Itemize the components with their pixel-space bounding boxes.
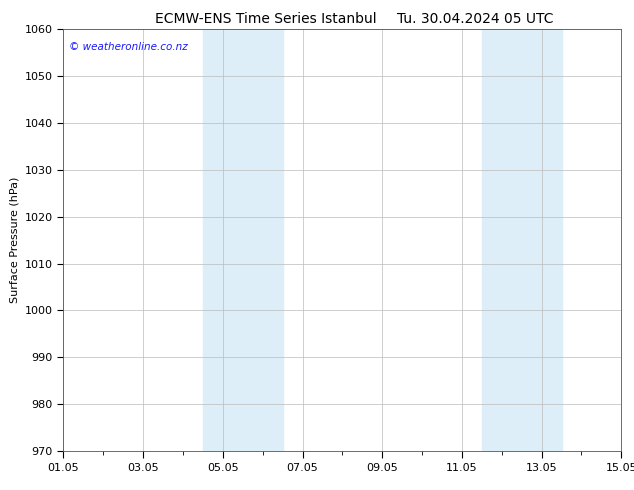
Y-axis label: Surface Pressure (hPa): Surface Pressure (hPa) <box>10 177 19 303</box>
Text: © weatheronline.co.nz: © weatheronline.co.nz <box>69 42 188 52</box>
Text: Tu. 30.04.2024 05 UTC: Tu. 30.04.2024 05 UTC <box>398 12 553 26</box>
Text: ECMW-ENS Time Series Istanbul: ECMW-ENS Time Series Istanbul <box>155 12 377 26</box>
Bar <box>203 29 283 451</box>
Bar <box>482 29 562 451</box>
